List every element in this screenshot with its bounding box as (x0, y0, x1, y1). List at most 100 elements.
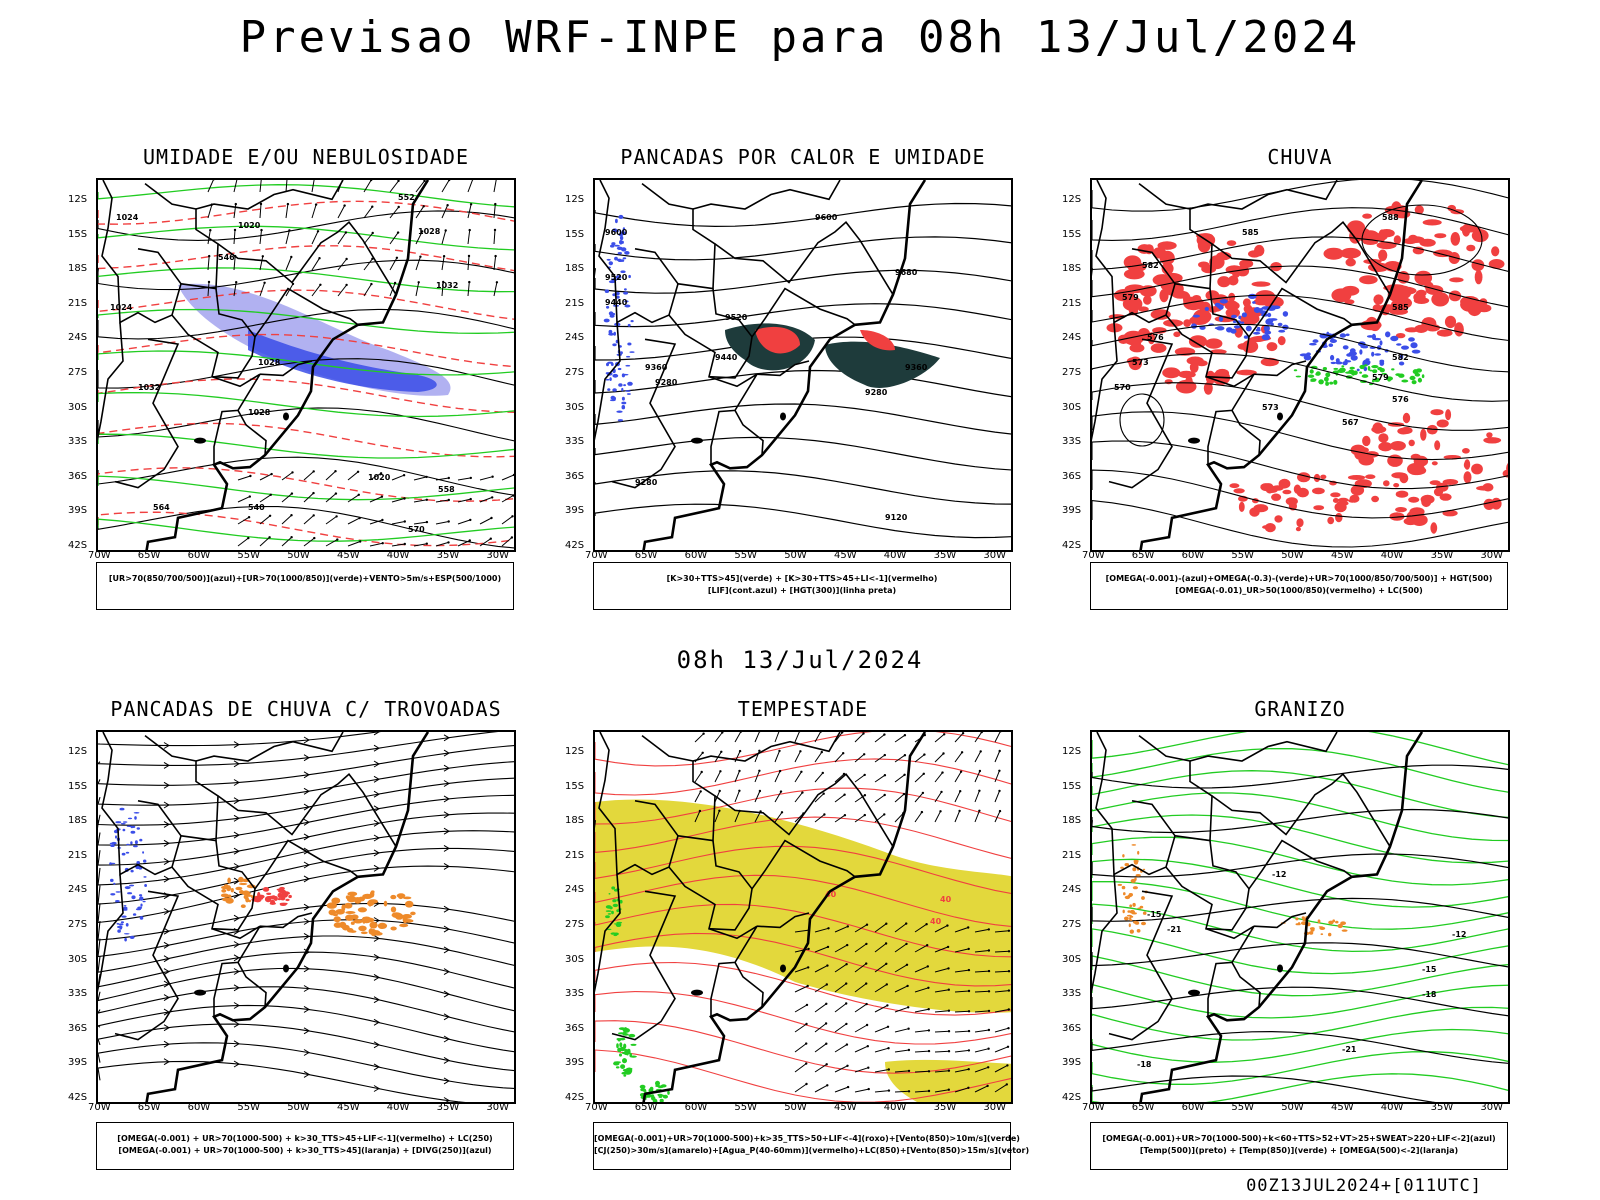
divergence-area (120, 921, 124, 924)
lat-tick-label: 30S (1062, 401, 1082, 413)
panel-title: TEMPESTADE (737, 697, 869, 721)
rain-area (1337, 500, 1349, 506)
wind-vector (834, 794, 845, 803)
wind-vector-head (805, 1022, 808, 1026)
omega-strong-area (1293, 369, 1298, 372)
lif-contour (619, 240, 623, 245)
streamline-arrow (443, 968, 450, 976)
wind-vector (814, 965, 828, 973)
lif-contour (612, 396, 616, 401)
omega-area (1390, 335, 1399, 342)
wind-vector-head (846, 925, 849, 928)
rain-area (1444, 315, 1457, 329)
streamline (98, 777, 514, 826)
rain-area (1340, 247, 1361, 259)
streamline (98, 1042, 514, 1090)
rain-area (1395, 333, 1406, 339)
contour-label: 579 (1372, 373, 1389, 382)
streamline-arrow (373, 1063, 380, 1071)
lif-contour (615, 218, 618, 224)
wind-vector-head (940, 790, 943, 794)
omega-strong-area (1401, 379, 1409, 383)
border-line (1248, 839, 1353, 890)
wind-vector-head (467, 254, 471, 258)
wind-vector-head (987, 969, 991, 973)
omega-strong-area (1359, 371, 1362, 374)
contour-line (1092, 1051, 1508, 1085)
omega-area (1379, 340, 1383, 346)
lon-tick-label: 60W (684, 550, 708, 561)
omega-500-area (1320, 933, 1324, 936)
contour-label: 1024 (116, 213, 139, 222)
wind-vector (207, 281, 210, 297)
lat-tick-label: 15S (1062, 780, 1082, 792)
wind-vector-head (442, 255, 446, 258)
wind-vector (894, 1049, 909, 1053)
streamline-arrow (163, 955, 170, 963)
wind-vector (994, 1046, 1009, 1053)
wind-vector (233, 204, 237, 219)
rain-area (1312, 487, 1325, 495)
rain-area (1448, 290, 1462, 302)
lat-tick-label: 42S (68, 540, 88, 551)
wind-vector-head (422, 205, 425, 208)
border-line (237, 962, 267, 1008)
rain-area (1293, 484, 1301, 494)
lon-tick-label: 45W (1331, 550, 1354, 561)
lon-tick-label: 55W (237, 1102, 261, 1113)
wind-vector (814, 751, 823, 763)
streamline-arrow (373, 1085, 380, 1092)
wind-vector-head (887, 1089, 891, 1092)
omega-strong-area (1377, 367, 1383, 371)
wind-vector-head (907, 1006, 910, 1009)
wind-vector (914, 1050, 930, 1053)
divergence-area (131, 895, 136, 900)
rain-area (1327, 516, 1335, 525)
wind-vector-head (209, 229, 212, 232)
border-line (114, 890, 180, 1041)
wind-vector-head (718, 789, 721, 793)
omega-strong-area (1325, 381, 1329, 386)
omega-500-area (1129, 894, 1132, 898)
streamline-arrow (233, 797, 240, 805)
lon-tick-label: 50W (784, 1102, 807, 1113)
rain-area (1471, 463, 1483, 475)
rain-area (1157, 241, 1177, 250)
wind-vector (457, 540, 471, 547)
omega-500-area (1136, 929, 1141, 933)
rain-area (1434, 233, 1447, 239)
rain-area (1471, 229, 1489, 243)
contour-label: 9360 (645, 363, 668, 372)
wind-vector (285, 204, 289, 219)
wind-vector-head (359, 540, 362, 543)
wind-vector (874, 1026, 889, 1033)
contour-line (98, 511, 514, 547)
lif-contour (617, 367, 622, 371)
divergence-area (125, 923, 129, 927)
orange-storm-area (332, 913, 339, 917)
border-line (254, 287, 359, 338)
wind-vector (914, 1070, 930, 1073)
wind-vector (389, 180, 399, 193)
legend-line: [CJ(250)>30m/s](amarelo)+[Agua_P(40-60mm… (594, 1146, 1030, 1155)
wind-vector (854, 774, 865, 783)
divergence-area (139, 838, 143, 842)
wind-vector (794, 948, 809, 953)
rain-area (1482, 483, 1494, 492)
contour-label: 40 (940, 895, 952, 904)
wind-vector (754, 732, 760, 743)
contour-line (98, 391, 514, 418)
rain-area (1402, 412, 1411, 424)
wind-vector-head (947, 1069, 951, 1072)
red-storm-area (277, 898, 282, 901)
wind-vector-head (495, 281, 499, 284)
streamline-arrow (163, 801, 170, 809)
lif-contour (608, 280, 616, 284)
wind-vector-head (980, 732, 983, 734)
rain-area (1463, 471, 1472, 484)
lon-tick-label: 40W (386, 1102, 410, 1113)
wind-vector-head (825, 1063, 828, 1066)
wind-vector-head (268, 514, 272, 517)
wind-vector (994, 1064, 1008, 1073)
streamline-arrow (373, 775, 380, 783)
